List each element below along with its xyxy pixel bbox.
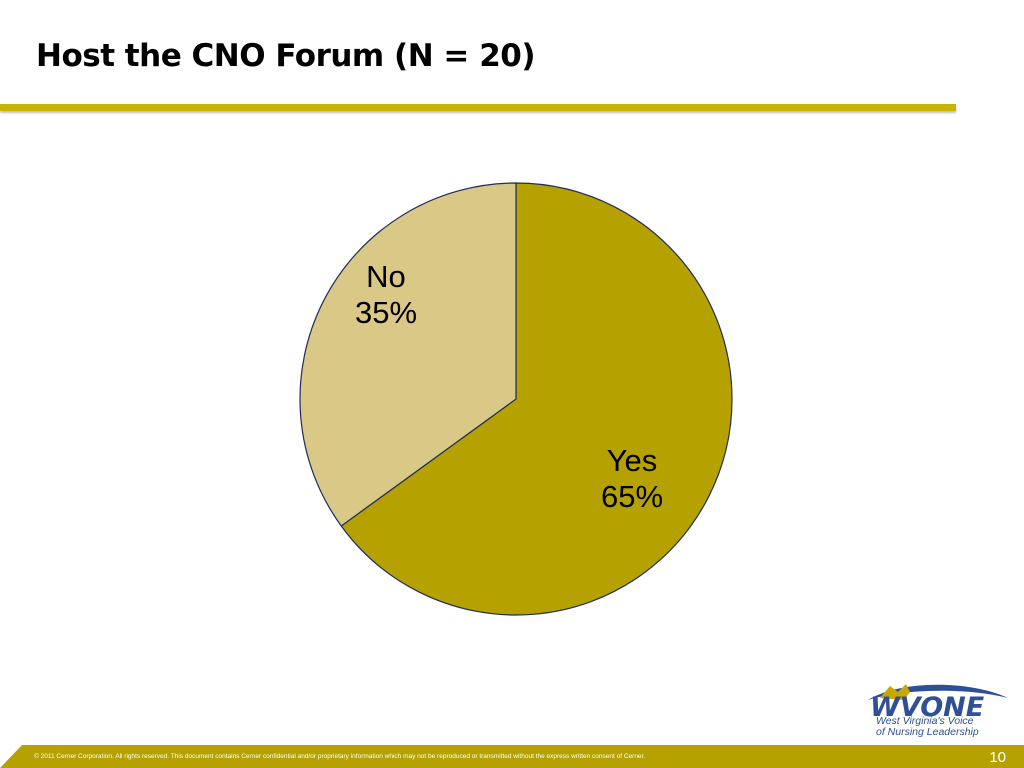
logo-tagline: West Virginia's Voice of Nursing Leaders… — [876, 716, 1016, 738]
footer-bar — [0, 745, 1024, 768]
title-rule — [0, 104, 956, 111]
logo-state-shape — [880, 684, 910, 700]
slide-title: Host the CNO Forum (N = 20) — [36, 38, 536, 74]
pie-slice-no — [299, 182, 517, 527]
logo-tagline-line2: of Nursing Leadership — [876, 726, 979, 738]
pie-value-no: 35% — [355, 295, 417, 330]
footer-copyright: © 2011 Cerner Corporation. All rights re… — [34, 753, 646, 760]
logo-tagline-line1: West Virginia's Voice — [876, 715, 974, 727]
pie-value-yes: 65% — [601, 479, 663, 514]
pie-slice-yes — [340, 182, 733, 616]
wvone-logo: WVONE — [868, 684, 1008, 723]
pie-label-yes: Yes — [607, 443, 658, 478]
pie-label-no: No — [366, 259, 406, 294]
page-number: 10 — [989, 749, 1006, 766]
logo-word: WVONE — [870, 692, 985, 723]
